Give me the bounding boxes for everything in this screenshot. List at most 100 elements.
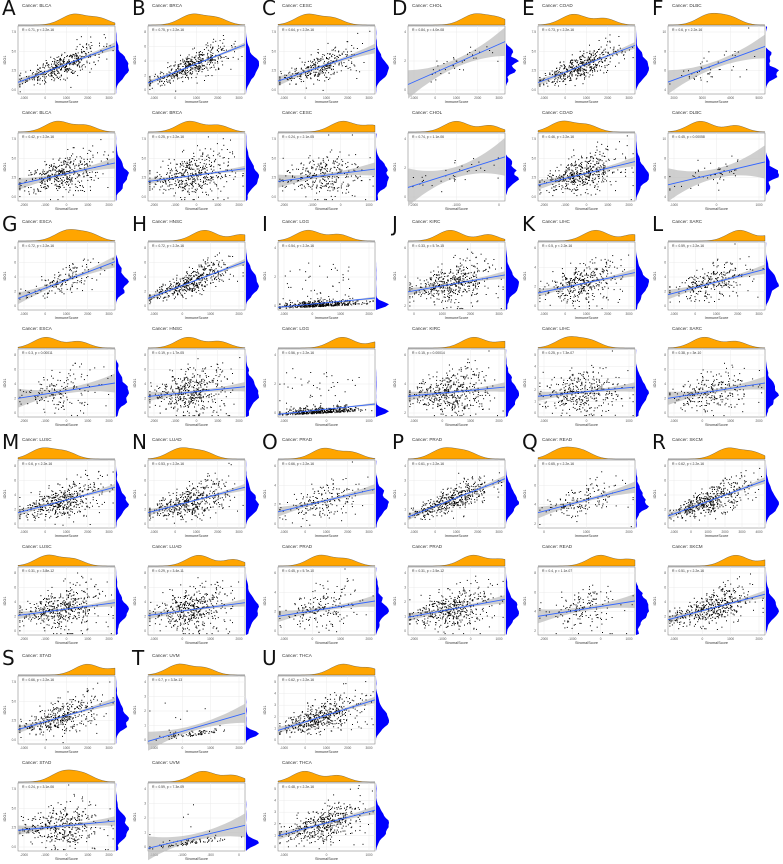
immune-score-plot: Cancer: COAD -1000 0 1000 2000 3000 0.0 2.5 5.0 7… (520, 0, 650, 107)
cancer-label: Cancer: UVM (152, 653, 180, 658)
svg-text:-1000: -1000 (171, 419, 179, 423)
stat-annotation: R = 0.29, p = 3.4e-11 (152, 569, 184, 573)
cancer-label: Cancer: STAD (22, 653, 52, 658)
right-density (376, 567, 389, 635)
panel-letter: S (2, 646, 15, 670)
top-density (668, 447, 766, 460)
stat-annotation: R = 0.31, p = 3.8e-12 (22, 569, 54, 573)
panel-b: B Cancer: BRCA -1000 0 1000 2000 3000 0 2 4 6 8 Immu… (130, 0, 260, 214)
svg-text:4: 4 (144, 275, 146, 279)
svg-text:IDO1: IDO1 (133, 272, 137, 281)
svg-text:0: 0 (144, 88, 146, 92)
top-density (148, 13, 246, 26)
stromal-score-plot: Cancer: PRAD -1000 0 1000 2000 0 2 4 6 StromalSco… (260, 541, 390, 648)
svg-text:-1000: -1000 (308, 203, 316, 207)
svg-text:IDO1: IDO1 (263, 163, 267, 172)
svg-text:0: 0 (586, 203, 588, 207)
svg-text:3000: 3000 (105, 312, 112, 316)
panel-p: P Cancer: PRAD -1000 0 1000 2000 3000 0 1 2 3 4 Immu… (390, 432, 520, 648)
panel-k: K Cancer: LIHC -1000 0 1000 2000 3000 0 2 4 6 Immun… (520, 214, 650, 430)
cancer-label: Cancer: THCA (282, 760, 312, 765)
panel-g: G Cancer: ESCA -1000 0 1000 2000 3000 0 2 4 6 8 Immu… (0, 214, 130, 430)
top-density (278, 663, 376, 676)
svg-text:ImmuneScore: ImmuneScore (445, 100, 469, 104)
svg-text:StromalScore: StromalScore (55, 423, 78, 427)
right-density (246, 133, 259, 201)
top-density (277, 771, 375, 783)
svg-text:IDO1: IDO1 (3, 163, 7, 172)
svg-text:2000: 2000 (474, 96, 481, 100)
stat-annotation: R = 0.56, p < 2.2e-16 (282, 351, 314, 355)
stromal-score-plot: Cancer: COAD -2000 -1000 0 1000 2000 0.0 2.5 5.0… (520, 107, 650, 214)
stat-annotation: R = 0.4, p = 1.1e-07 (542, 569, 572, 573)
svg-text:4: 4 (404, 30, 406, 34)
stromal-score-plot: Cancer: CHOL -2000 -1000 0 0 2 4 StromalScore ID… (390, 107, 520, 214)
cancer-label: Cancer: LGG (282, 326, 310, 331)
right-density (246, 783, 259, 851)
stromal-score-plot: Cancer: DLBC -1000 0 1000 4 6 8 10 StromalScore I… (650, 107, 780, 214)
stat-annotation: R = 0.25, p < 2.2e-16 (152, 135, 184, 139)
top-density (277, 554, 376, 567)
svg-text:4: 4 (144, 382, 146, 386)
top-density (667, 121, 766, 133)
right-density (506, 460, 519, 528)
right-density (246, 460, 259, 528)
stat-annotation: R = 0.38, p = 3e-10 (672, 351, 701, 355)
svg-text:4: 4 (404, 137, 406, 141)
svg-text:IDO1: IDO1 (133, 56, 137, 65)
immune-score-plot: Cancer: STAD -1000 0 1000 2000 3000 0.0 2.5 5.0 7… (0, 650, 130, 757)
svg-text:7.5: 7.5 (12, 30, 17, 34)
svg-text:0.0: 0.0 (532, 88, 537, 92)
top-density (537, 446, 635, 460)
top-density (407, 230, 506, 242)
svg-text:0: 0 (304, 96, 306, 100)
svg-text:1000: 1000 (207, 312, 214, 316)
svg-text:1000: 1000 (453, 96, 460, 100)
svg-text:2: 2 (404, 166, 406, 170)
cancer-label: Cancer: DLBC (672, 3, 702, 8)
stat-annotation: R = 0.72, p < 2.2e-16 (22, 244, 54, 248)
svg-text:3000: 3000 (365, 96, 372, 100)
svg-text:-1000: -1000 (410, 96, 418, 100)
svg-text:5.0: 5.0 (142, 156, 147, 160)
svg-text:3000: 3000 (699, 96, 706, 100)
top-density (18, 769, 116, 783)
immune-score-plot: Cancer: THCA -1000 0 1000 2000 3000 0 1 2 3 4 5 Immu… (260, 650, 390, 757)
svg-text:IDO1: IDO1 (133, 379, 137, 388)
svg-text:1000: 1000 (84, 419, 91, 423)
stat-annotation: R = 0.66, p < 2.2e-16 (22, 678, 54, 682)
panel-letter: U (262, 646, 277, 670)
svg-text:2: 2 (144, 397, 146, 401)
panel-h: H Cancer: HNSC -1000 0 1000 2000 0 2 4 6 8 ImmuneSc… (130, 214, 260, 430)
top-density (668, 555, 766, 567)
immune-score-plot: Cancer: CESC -1000 0 1000 2000 3000 0.0 2.5 5.0 7… (260, 0, 390, 107)
svg-text:0: 0 (340, 203, 342, 207)
svg-text:IDO1: IDO1 (3, 56, 7, 65)
panel-c: C Cancer: CESC -1000 0 1000 2000 3000 0.0 2.5 5.0… (260, 0, 390, 214)
immune-score-plot: Cancer: SKCM -1000 0 1000 2000 3000 4000 0 2 4 6 8 I… (650, 434, 780, 541)
stat-annotation: R = 0.53, p < 2.2e-16 (152, 462, 184, 466)
cancer-label: Cancer: LUAD (152, 544, 182, 549)
svg-text:2000: 2000 (235, 419, 242, 423)
svg-text:-1000: -1000 (171, 203, 179, 207)
cancer-label: Cancer: LUSC (22, 437, 52, 442)
right-density (246, 349, 259, 417)
right-density (636, 460, 649, 528)
svg-text:10: 10 (662, 30, 666, 34)
right-density (636, 349, 649, 417)
panel-letter: F (652, 0, 664, 20)
svg-text:IDO1: IDO1 (393, 56, 397, 65)
panel-t: T Cancer: UVM -1000 0 1000 2000 0 1 2 3 4 ImmuneSco… (130, 648, 260, 864)
svg-text:2: 2 (404, 59, 406, 63)
svg-text:6: 6 (664, 176, 666, 180)
svg-text:2000: 2000 (670, 96, 677, 100)
cancer-label: Cancer: PRAD (282, 544, 313, 549)
svg-text:-1000: -1000 (20, 312, 28, 316)
svg-text:5.0: 5.0 (532, 156, 537, 160)
stat-annotation: R = 0.15, p = 0.00014 (412, 351, 445, 355)
svg-text:-1000: -1000 (280, 96, 288, 100)
cancer-label: Cancer: ESCA (22, 326, 52, 331)
svg-text:8: 8 (144, 246, 146, 250)
svg-text:-2000: -2000 (150, 203, 158, 207)
svg-text:4: 4 (664, 195, 666, 199)
